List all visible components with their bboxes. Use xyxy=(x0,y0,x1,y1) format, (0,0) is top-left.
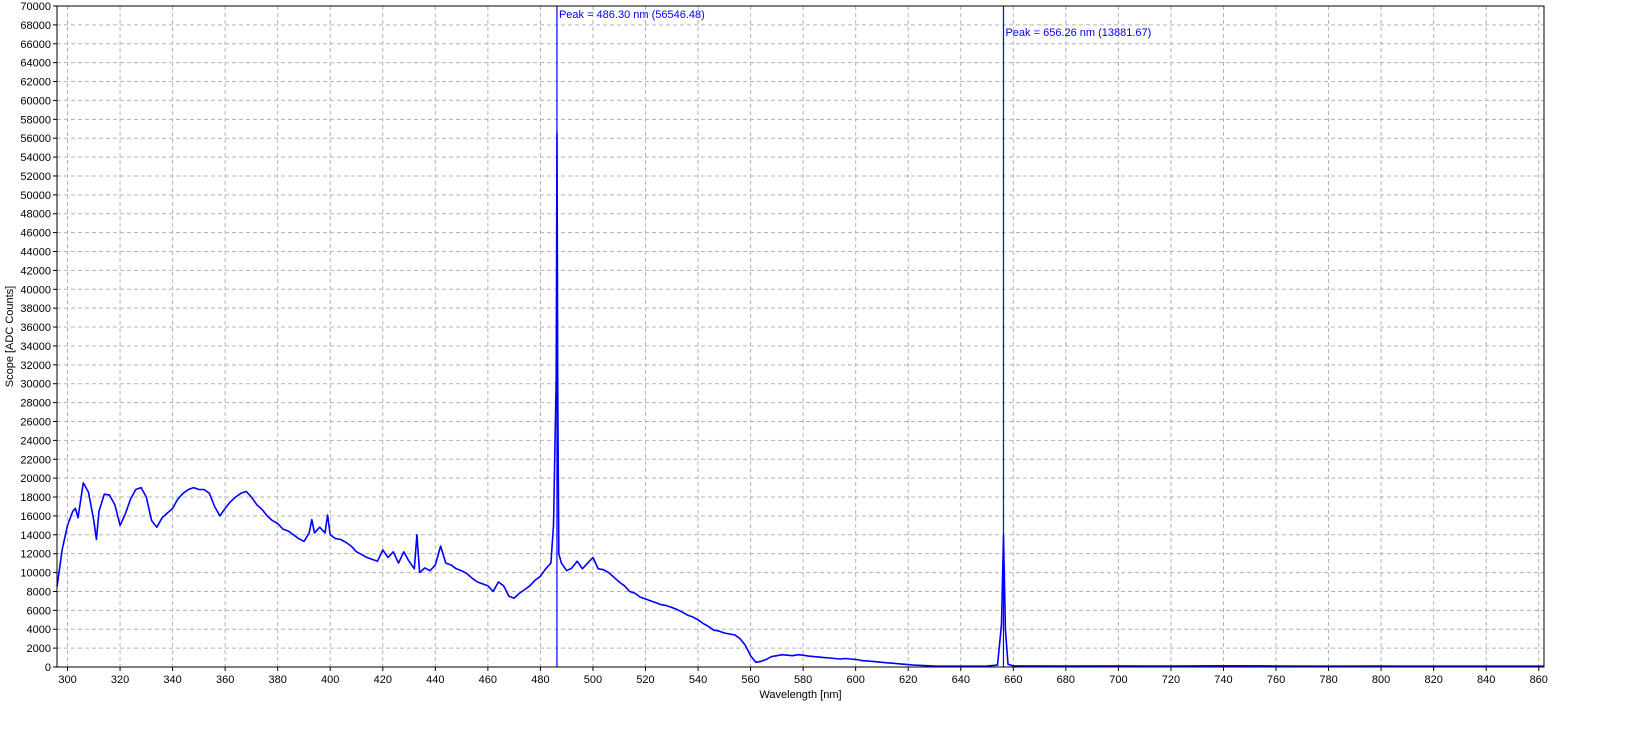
y-tick-label: 34000 xyxy=(20,341,51,353)
y-tick-label: 16000 xyxy=(20,511,51,523)
y-tick-label: 18000 xyxy=(20,492,51,504)
y-tick-label: 70000 xyxy=(20,1,51,13)
x-tick-label: 840 xyxy=(1477,674,1495,686)
x-tick-label: 540 xyxy=(689,674,707,686)
y-tick-label: 22000 xyxy=(20,454,51,466)
y-tick-label: 24000 xyxy=(20,435,51,447)
x-tick-label: 720 xyxy=(1162,674,1180,686)
peak-label: Peak = 486.30 nm (56546.48) xyxy=(559,9,705,21)
y-tick-label: 20000 xyxy=(20,473,51,485)
y-tick-label: 62000 xyxy=(20,77,51,89)
x-tick-label: 500 xyxy=(584,674,602,686)
y-axis-label: Scope [ADC Counts] xyxy=(4,286,16,388)
y-axis: 0 2000 4000 6000 8000 10000 12000 14000 16000 180… xyxy=(20,1,57,674)
x-tick-label: 360 xyxy=(216,674,234,686)
y-tick-label: 66000 xyxy=(20,39,51,51)
x-tick-label: 520 xyxy=(636,674,654,686)
x-tick-label: 420 xyxy=(374,674,392,686)
peak-annotations: Peak = 486.30 nm (56546.48) Peak = 656.26… xyxy=(556,6,1151,667)
series-layer xyxy=(56,132,1544,667)
spectrum-line xyxy=(56,132,1544,667)
y-tick-label: 10000 xyxy=(20,568,51,580)
y-tick-label: 68000 xyxy=(20,20,51,32)
x-tick-label: 740 xyxy=(1214,674,1232,686)
x-tick-label: 640 xyxy=(952,674,970,686)
x-tick-label: 600 xyxy=(846,674,864,686)
y-tick-label: 60000 xyxy=(20,95,51,107)
x-tick-label: 380 xyxy=(269,674,287,686)
y-tick-label: 12000 xyxy=(20,549,51,561)
y-tick-label: 56000 xyxy=(20,133,51,145)
x-tick-label: 660 xyxy=(1004,674,1022,686)
y-tick-label: 50000 xyxy=(20,190,51,202)
y-tick-label: 2000 xyxy=(27,643,51,655)
y-tick-label: 64000 xyxy=(20,58,51,70)
x-tick-label: 800 xyxy=(1372,674,1390,686)
y-tick-label: 6000 xyxy=(27,605,51,617)
y-tick-label: 48000 xyxy=(20,209,51,221)
y-tick-label: 46000 xyxy=(20,228,51,240)
y-tick-label: 26000 xyxy=(20,416,51,428)
x-axis-label: Wavelength [nm] xyxy=(759,689,841,701)
y-tick-label: 8000 xyxy=(27,586,51,598)
x-tick-label: 700 xyxy=(1109,674,1127,686)
y-tick-label: 28000 xyxy=(20,398,51,410)
y-tick-label: 58000 xyxy=(20,114,51,126)
x-tick-label: 440 xyxy=(426,674,444,686)
y-tick-label: 38000 xyxy=(20,303,51,315)
x-axis: 300 320 340 360 380 400 420 440 460 480 500 520 540 5… xyxy=(58,667,1548,686)
x-tick-label: 780 xyxy=(1319,674,1337,686)
x-tick-label: 760 xyxy=(1267,674,1285,686)
y-tick-label: 14000 xyxy=(20,530,51,542)
x-tick-label: 480 xyxy=(531,674,549,686)
x-tick-label: 560 xyxy=(741,674,759,686)
plot-frame xyxy=(56,5,1545,668)
x-tick-label: 860 xyxy=(1530,674,1548,686)
peak-label: Peak = 656.26 nm (13881.67) xyxy=(1005,27,1151,39)
x-tick-label: 400 xyxy=(321,674,339,686)
y-tick-label: 42000 xyxy=(20,265,51,277)
x-tick-label: 300 xyxy=(58,674,76,686)
x-tick-label: 320 xyxy=(111,674,129,686)
y-tick-label: 36000 xyxy=(20,322,51,334)
x-tick-label: 680 xyxy=(1057,674,1075,686)
y-tick-label: 30000 xyxy=(20,379,51,391)
x-tick-label: 580 xyxy=(794,674,812,686)
y-tick-label: 40000 xyxy=(20,284,51,296)
grid-lines xyxy=(57,5,1544,668)
x-tick-label: 340 xyxy=(163,674,181,686)
y-tick-label: 54000 xyxy=(20,152,51,164)
x-tick-label: 460 xyxy=(479,674,497,686)
x-tick-label: 820 xyxy=(1424,674,1442,686)
y-tick-label: 44000 xyxy=(20,247,51,259)
y-tick-label: 4000 xyxy=(27,624,51,636)
y-tick-label: 0 xyxy=(45,662,51,674)
y-tick-label: 32000 xyxy=(20,360,51,372)
y-tick-label: 52000 xyxy=(20,171,51,183)
x-tick-label: 620 xyxy=(899,674,917,686)
